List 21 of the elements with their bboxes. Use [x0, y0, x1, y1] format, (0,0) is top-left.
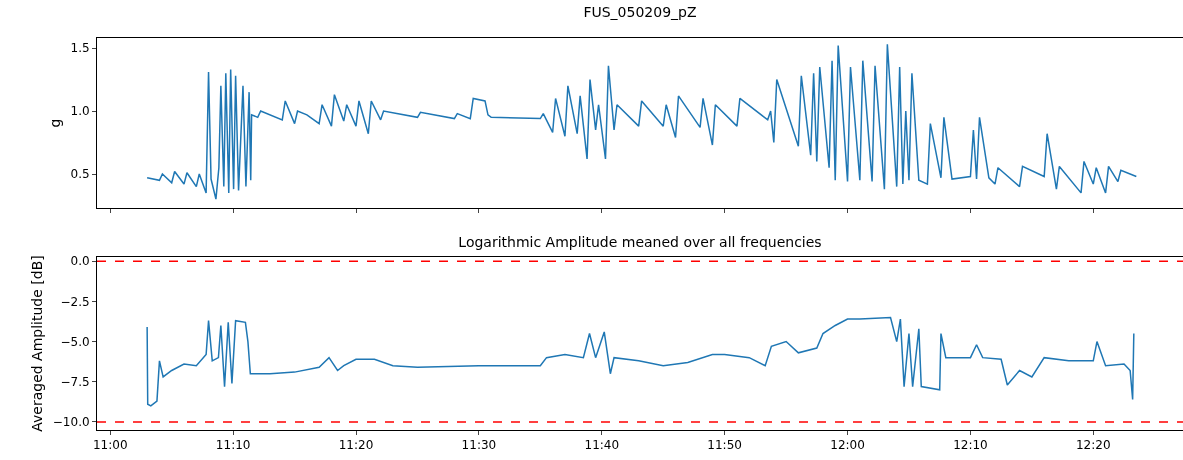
- x-tick-label: 12:20: [1075, 438, 1111, 453]
- x-tick-label: 11:30: [461, 438, 497, 453]
- x-tick-label: 11:00: [92, 438, 128, 453]
- x-tick-label: 11:40: [584, 438, 620, 453]
- y-tick-label: 0.0: [70, 254, 90, 269]
- x-tick-label: 11:10: [215, 438, 251, 453]
- y-tick-label: −2.5: [60, 294, 90, 309]
- y-axis-title: g: [47, 118, 64, 128]
- y-tick-label: −10.0: [52, 415, 90, 430]
- y-tick-label: 1.5: [70, 41, 90, 56]
- y-axis-title: Averaged Amplitude [dB]: [29, 255, 46, 432]
- chart-title: FUS_050209_pZ: [583, 3, 697, 20]
- chart-title: Logarithmic Amplitude meaned over all frequencies: [458, 233, 822, 250]
- y-tick-label: −5.0: [60, 334, 90, 349]
- y-tick-label: −7.5: [60, 374, 90, 389]
- x-tick-label: 12:10: [953, 438, 988, 453]
- x-tick-label: 11:50: [707, 438, 742, 453]
- x-tick-label: 11:20: [338, 438, 374, 453]
- y-tick-label: 1.0: [70, 104, 90, 119]
- x-tick-label: 12:00: [830, 438, 865, 453]
- y-tick-label: 0.5: [70, 167, 90, 182]
